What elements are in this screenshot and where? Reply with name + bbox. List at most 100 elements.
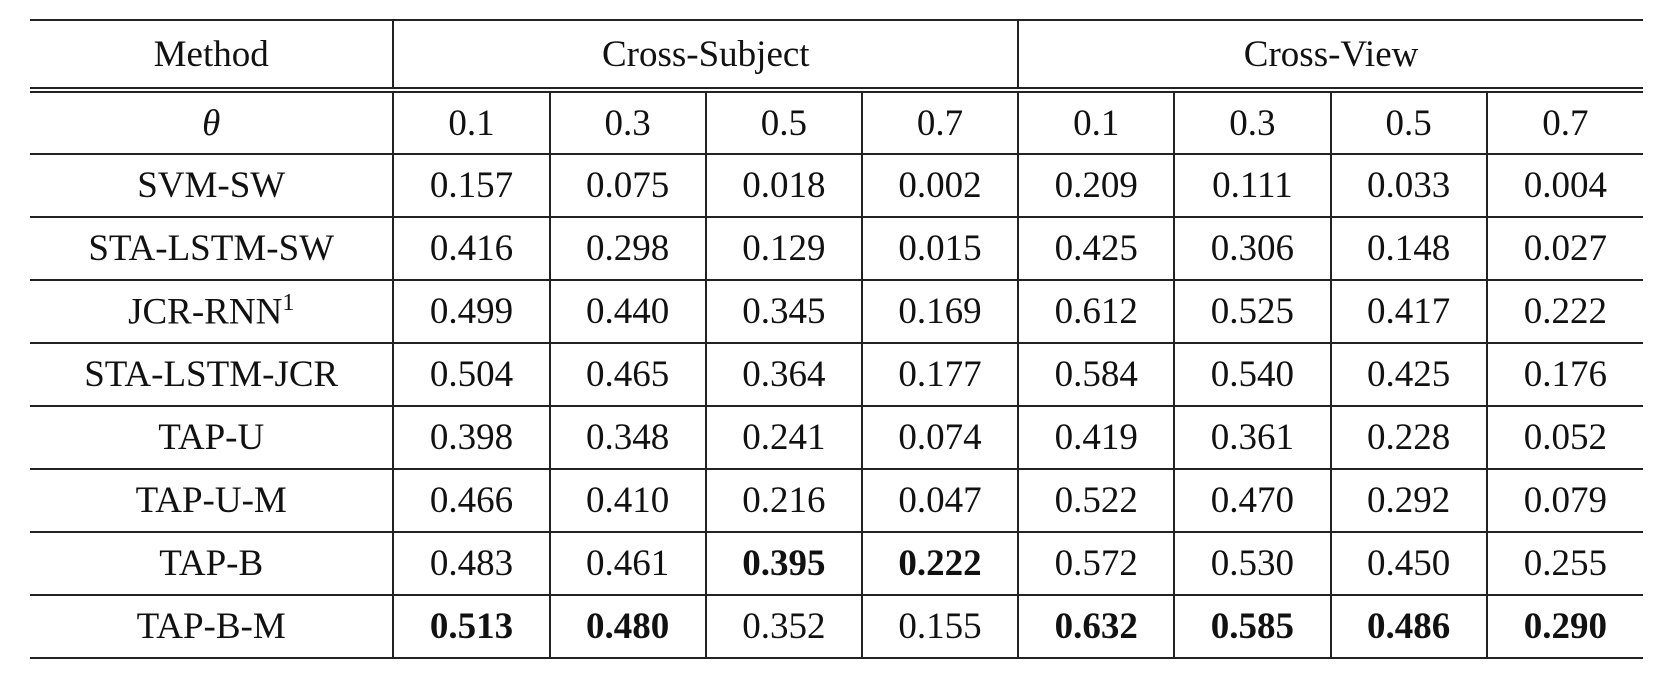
value-cell: 0.419	[1017, 406, 1176, 470]
method-header: Method	[30, 19, 395, 93]
threshold-cell: 0.5	[1329, 90, 1488, 155]
value-cell: 0.585	[1173, 595, 1332, 659]
value-cell: 0.004	[1485, 154, 1643, 218]
value-cell: 0.352	[704, 595, 863, 659]
value-cell: 0.177	[860, 343, 1020, 407]
value-cell: 0.018	[704, 154, 863, 218]
value-cell: 0.572	[1017, 532, 1176, 596]
value-cell: 0.306	[1173, 217, 1332, 281]
method-cell: TAP-U-M	[30, 469, 395, 533]
value-cell: 0.480	[548, 595, 707, 659]
value-cell: 0.364	[704, 343, 863, 407]
value-cell: 0.209	[1017, 154, 1176, 218]
threshold-cell: 0.3	[1173, 90, 1332, 155]
threshold-cell: 0.7	[1485, 90, 1643, 155]
value-cell: 0.111	[1173, 154, 1332, 218]
value-cell: 0.584	[1017, 343, 1176, 407]
data-row: JCR-RNN1 0.499 0.440 0.345 0.169 0.612 0.525 0.…	[30, 280, 1643, 344]
table-body: Method Cross-Subject Cross-View θ 0.1 0.3 0…	[30, 19, 1643, 659]
data-row: TAP-U 0.398 0.348 0.241 0.074 0.419 0.361 0.228…	[30, 406, 1643, 470]
value-cell: 0.047	[860, 469, 1020, 533]
value-cell: 0.216	[704, 469, 863, 533]
value-cell: 0.525	[1173, 280, 1332, 344]
value-cell: 0.513	[392, 595, 551, 659]
method-name: SVM-SW	[137, 165, 286, 206]
value-cell: 0.241	[704, 406, 863, 470]
method-name: TAP-U	[158, 417, 265, 458]
threshold-cell: 0.7	[860, 90, 1020, 155]
data-row: STA-LSTM-SW 0.416 0.298 0.129 0.015 0.425 0.30…	[30, 217, 1643, 281]
method-name: TAP-U-M	[135, 480, 287, 521]
value-cell: 0.015	[860, 217, 1020, 281]
data-row: TAP-B-M 0.513 0.480 0.352 0.155 0.632 0.585 0.4…	[30, 595, 1643, 659]
value-cell: 0.361	[1173, 406, 1332, 470]
value-cell: 0.348	[548, 406, 707, 470]
data-row: TAP-B 0.483 0.461 0.395 0.222 0.572 0.530 0.450…	[30, 532, 1643, 596]
value-cell: 0.298	[548, 217, 707, 281]
value-cell: 0.169	[860, 280, 1020, 344]
method-cell: STA-LSTM-JCR	[30, 343, 395, 407]
value-cell: 0.222	[860, 532, 1020, 596]
data-row: TAP-U-M 0.466 0.410 0.216 0.047 0.522 0.470 0.2…	[30, 469, 1643, 533]
results-table: Method Cross-Subject Cross-View θ 0.1 0.3 0…	[30, 19, 1643, 659]
value-cell: 0.416	[392, 217, 551, 281]
value-cell: 0.290	[1485, 595, 1643, 659]
value-cell: 0.440	[548, 280, 707, 344]
value-cell: 0.002	[860, 154, 1020, 218]
threshold-cell: 0.1	[1017, 90, 1176, 155]
value-cell: 0.410	[548, 469, 707, 533]
value-cell: 0.052	[1485, 406, 1643, 470]
data-row: SVM-SW 0.157 0.075 0.018 0.002 0.209 0.111 0.03…	[30, 154, 1643, 218]
threshold-cell: 0.5	[704, 90, 863, 155]
method-cell: JCR-RNN1	[30, 280, 395, 344]
value-cell: 0.398	[392, 406, 551, 470]
value-cell: 0.176	[1485, 343, 1643, 407]
value-cell: 0.228	[1329, 406, 1488, 470]
footnote-mark: 1	[282, 289, 295, 316]
method-cell: TAP-U	[30, 406, 395, 470]
value-cell: 0.612	[1017, 280, 1176, 344]
threshold-cell: 0.1	[392, 90, 551, 155]
value-cell: 0.075	[548, 154, 707, 218]
value-cell: 0.499	[392, 280, 551, 344]
value-cell: 0.425	[1329, 343, 1488, 407]
threshold-cell: 0.3	[548, 90, 707, 155]
value-cell: 0.504	[392, 343, 551, 407]
value-cell: 0.027	[1485, 217, 1643, 281]
value-cell: 0.486	[1329, 595, 1488, 659]
value-cell: 0.417	[1329, 280, 1488, 344]
method-cell: TAP-B	[30, 532, 395, 596]
method-name: STA-LSTM-JCR	[84, 354, 339, 395]
value-cell: 0.079	[1485, 469, 1643, 533]
data-row: STA-LSTM-JCR 0.504 0.465 0.364 0.177 0.584 0.5…	[30, 343, 1643, 407]
value-cell: 0.033	[1329, 154, 1488, 218]
value-cell: 0.074	[860, 406, 1020, 470]
value-cell: 0.483	[392, 532, 551, 596]
value-cell: 0.465	[548, 343, 707, 407]
table-container: Method Cross-Subject Cross-View θ 0.1 0.3 0…	[30, 19, 1643, 659]
method-cell: STA-LSTM-SW	[30, 217, 395, 281]
value-cell: 0.292	[1329, 469, 1488, 533]
value-cell: 0.395	[704, 532, 863, 596]
theta-label: θ	[30, 90, 395, 155]
value-cell: 0.450	[1329, 532, 1488, 596]
value-cell: 0.466	[392, 469, 551, 533]
group-header: Cross-View	[1017, 19, 1643, 93]
value-cell: 0.632	[1017, 595, 1176, 659]
value-cell: 0.345	[704, 280, 863, 344]
group-header: Cross-Subject	[392, 19, 1020, 93]
value-cell: 0.425	[1017, 217, 1176, 281]
value-cell: 0.129	[704, 217, 863, 281]
header-row: Method Cross-Subject Cross-View	[30, 19, 1643, 93]
value-cell: 0.540	[1173, 343, 1332, 407]
value-cell: 0.155	[860, 595, 1020, 659]
value-cell: 0.148	[1329, 217, 1488, 281]
value-cell: 0.157	[392, 154, 551, 218]
method-name: JCR-RNN	[128, 291, 283, 333]
value-cell: 0.222	[1485, 280, 1643, 344]
method-cell: TAP-B-M	[30, 595, 395, 659]
method-name: TAP-B-M	[136, 606, 286, 647]
method-cell: SVM-SW	[30, 154, 395, 218]
method-name: TAP-B	[159, 543, 264, 584]
value-cell: 0.522	[1017, 469, 1176, 533]
